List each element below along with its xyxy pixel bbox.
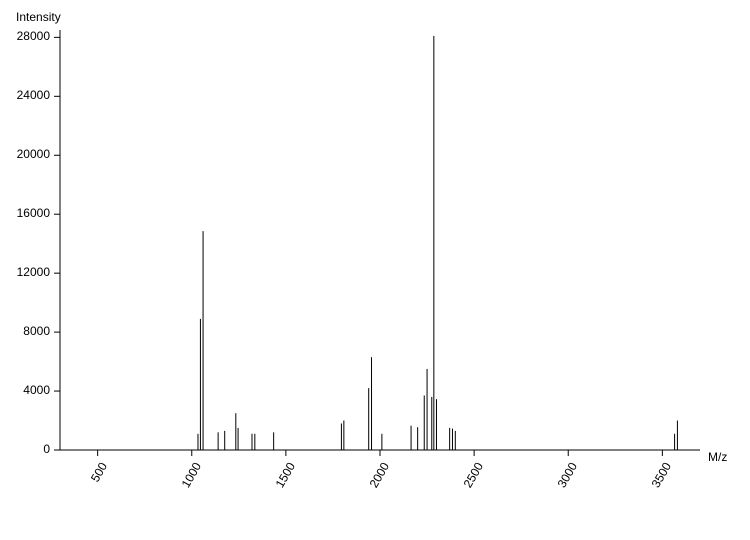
y-tick-label: 20000	[10, 147, 50, 161]
y-tick-label: 28000	[10, 29, 50, 43]
y-tick-label: 4000	[10, 383, 50, 397]
plot-background	[0, 0, 750, 540]
y-tick-label: 0	[10, 442, 50, 456]
y-tick-label: 8000	[10, 324, 50, 338]
y-tick-label: 16000	[10, 206, 50, 220]
y-axis-label: Intensity	[16, 10, 61, 24]
x-axis-label: M/z	[708, 450, 727, 464]
chart-container: Intensity M/z 0 4000 8000 12000 16000 20000 24…	[0, 0, 750, 540]
y-tick-label: 12000	[10, 265, 50, 279]
spectrum-plot	[0, 0, 750, 540]
y-tick-label: 24000	[10, 88, 50, 102]
